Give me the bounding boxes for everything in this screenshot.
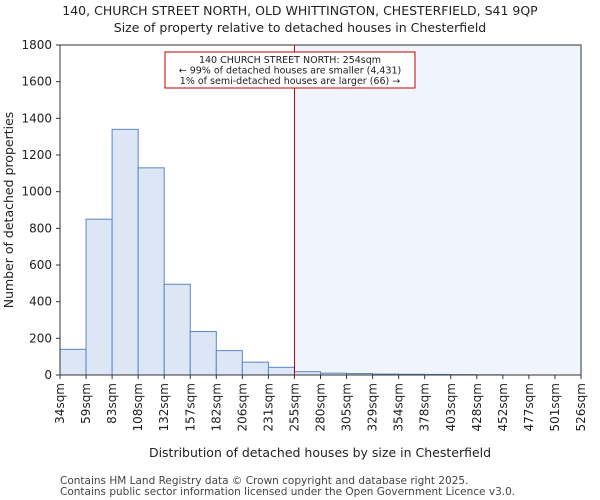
annotation-line-1: 140 CHURCH STREET NORTH: 254sqm [199, 55, 381, 66]
bar-34sqm [59, 348, 87, 376]
x-tick-label: 477sqm [522, 383, 536, 431]
x-tick-label: 108sqm [131, 383, 145, 431]
x-tick-label: 452sqm [496, 383, 510, 431]
annotation-line-2: ← 99% of detached houses are smaller (4,… [179, 66, 402, 77]
y-tick-label: 1000 [21, 185, 52, 199]
bar-59sqm [85, 218, 113, 376]
x-tick-label: 526sqm [574, 383, 588, 431]
annotation-line-3: 1% of semi-detached houses are larger (6… [180, 76, 400, 87]
x-tick-label: 329sqm [366, 383, 380, 431]
bar-132sqm [163, 283, 191, 376]
bar-108sqm [137, 167, 165, 376]
bars-group [59, 128, 504, 376]
footer-line-2: Contains public sector information licen… [60, 486, 515, 498]
x-tick-label: 280sqm [314, 383, 328, 431]
x-tick-label: 206sqm [235, 383, 249, 431]
x-tick-label: 378sqm [418, 383, 432, 431]
chart-subtitle: Size of property relative to detached ho… [114, 20, 486, 35]
x-tick-label: 34sqm [53, 383, 67, 424]
larger-properties-region [294, 45, 581, 375]
x-tick-label: 132sqm [157, 383, 171, 431]
x-tick-label: 403sqm [444, 383, 458, 431]
x-tick-label: 354sqm [392, 383, 406, 431]
x-tick-label: 255sqm [287, 383, 301, 431]
bar-231sqm [267, 366, 295, 376]
y-tick-label: 600 [29, 258, 52, 272]
y-tick-label: 1400 [21, 111, 52, 125]
y-tick-label: 400 [29, 295, 52, 309]
y-axis-ticks: 0 200 400 600 800 1000 1200 1400 1600 1800 [21, 38, 60, 382]
bar-83sqm [111, 128, 139, 376]
y-axis-label: Number of detached properties [1, 112, 16, 309]
x-tick-label: 83sqm [105, 383, 119, 424]
y-tick-label: 200 [29, 331, 52, 345]
annotation-box [164, 51, 416, 89]
x-axis-label: Distribution of detached houses by size … [149, 445, 491, 460]
x-tick-label: 231sqm [261, 383, 275, 431]
x-tick-label: 59sqm [79, 383, 93, 424]
x-axis-ticks: 34sqm 59sqm 83sqm 108sqm 132sqm 157sqm 182sqm 2… [53, 375, 588, 431]
bar-182sqm [215, 350, 243, 376]
bar-206sqm [241, 361, 269, 376]
x-tick-label: 157sqm [183, 383, 197, 431]
x-tick-label: 501sqm [548, 383, 562, 431]
y-tick-label: 1600 [21, 75, 52, 89]
footer-line-1: Contains HM Land Registry data © Crown c… [60, 475, 468, 487]
x-tick-label: 182sqm [209, 383, 223, 431]
y-tick-label: 1800 [21, 38, 52, 52]
y-tick-label: 800 [29, 221, 52, 235]
x-tick-label: 305sqm [340, 383, 354, 431]
bar-157sqm [189, 331, 217, 376]
y-tick-label: 0 [44, 368, 52, 382]
x-tick-label: 428sqm [470, 383, 484, 431]
chart-title: 140, CHURCH STREET NORTH, OLD WHITTINGTO… [62, 3, 538, 18]
y-tick-label: 1200 [21, 148, 52, 162]
